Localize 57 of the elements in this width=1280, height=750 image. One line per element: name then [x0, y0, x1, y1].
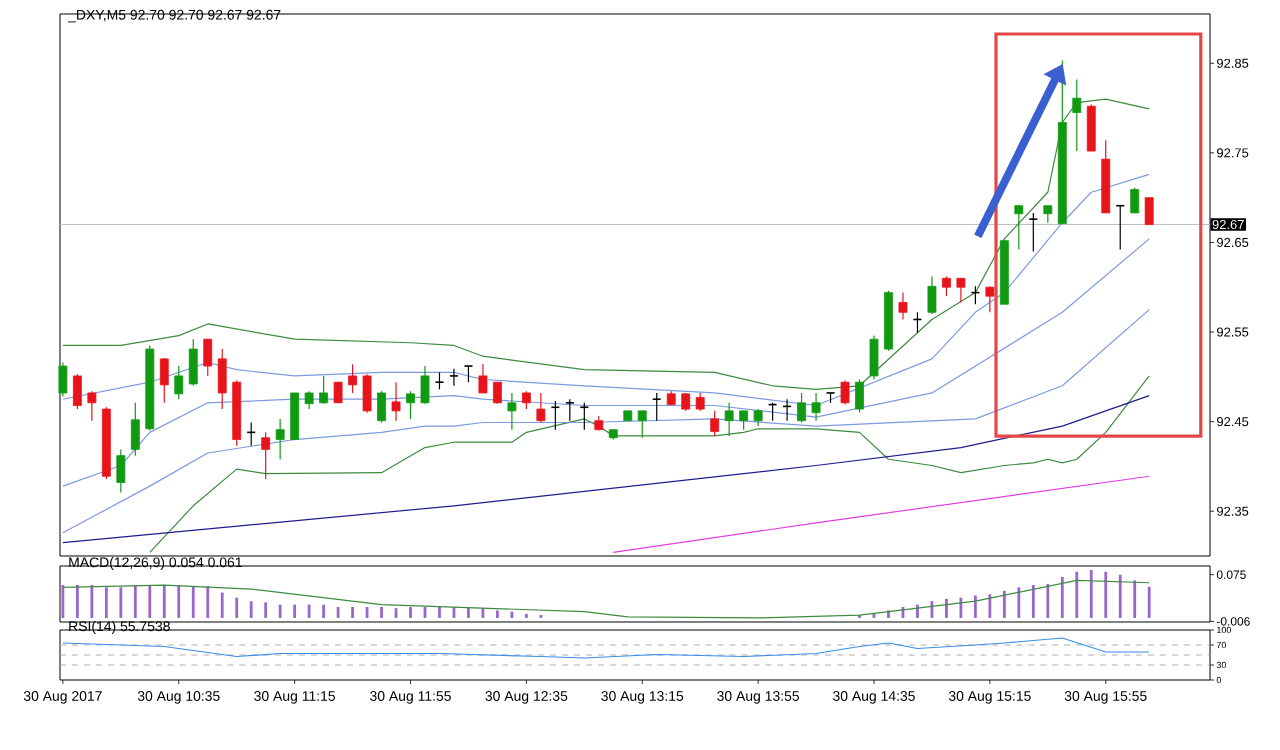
candlestick: [217, 348, 227, 410]
candlestick: [87, 390, 97, 422]
candlestick: [478, 363, 488, 394]
candlestick: [406, 390, 415, 420]
line-series: [62, 309, 1150, 534]
candlestick: [507, 392, 517, 431]
candlestick: [1130, 187, 1140, 214]
candlestick: [869, 335, 879, 381]
candlestick: [724, 402, 734, 437]
candlestick: [290, 392, 300, 441]
candlestick: [550, 400, 561, 431]
candlestick: [188, 338, 198, 387]
candlestick: [1115, 204, 1126, 251]
candlestick: [348, 363, 357, 394]
candlestick: [927, 275, 937, 315]
candlestick: [739, 410, 749, 431]
candlestick: [710, 410, 720, 437]
candlestick: [1028, 212, 1039, 252]
candlestick: [72, 373, 82, 410]
candlestick: [637, 410, 647, 439]
candlestick: [1144, 197, 1154, 226]
candlestick: [130, 402, 140, 457]
candlestick: [579, 402, 590, 431]
candlestick: [159, 357, 169, 404]
candlestick: [651, 392, 662, 422]
candlestick: [797, 392, 806, 424]
line-series: [62, 637, 1150, 659]
candlestick: [536, 392, 546, 424]
candlestick: [449, 368, 459, 387]
line-series: [62, 238, 1150, 487]
candlestick: [811, 392, 821, 422]
candlestick: [420, 365, 430, 405]
candlestick: [203, 338, 213, 377]
candlestick: [565, 398, 575, 422]
candlestick: [956, 277, 966, 304]
line-series: [62, 579, 1150, 619]
candlestick: [855, 378, 864, 414]
candlestick: [362, 373, 372, 414]
candlestick: [174, 365, 184, 400]
candlestick: [985, 285, 995, 313]
candlestick: [1072, 78, 1082, 152]
candlestick: [261, 431, 271, 480]
candlestick: [275, 418, 285, 460]
candlestick: [898, 292, 908, 321]
line-series: [62, 395, 1150, 544]
candlestick: [840, 379, 850, 406]
candlestick: [391, 381, 401, 422]
candlestick: [116, 448, 126, 493]
candlestick: [377, 390, 386, 424]
candlestick: [492, 381, 502, 405]
line-series: [62, 98, 1150, 390]
candlestick: [941, 275, 951, 297]
candlestick: [333, 381, 343, 404]
candlestick: [319, 375, 329, 405]
candlestick: [1014, 204, 1024, 251]
candlestick: [58, 361, 68, 398]
candlestick: [1086, 103, 1096, 152]
